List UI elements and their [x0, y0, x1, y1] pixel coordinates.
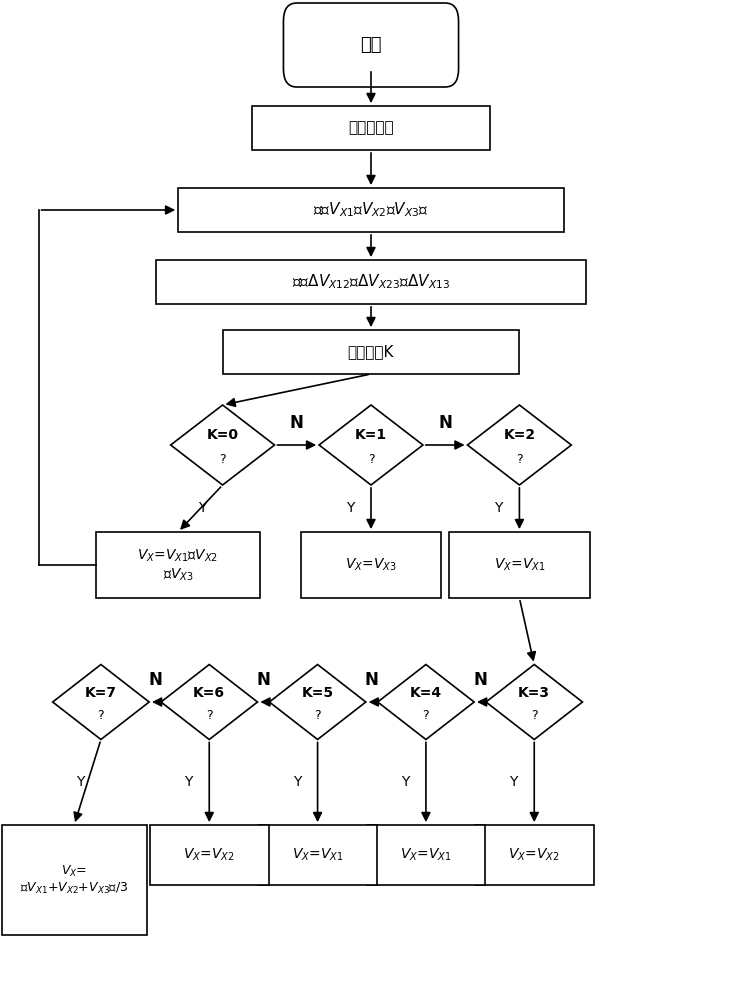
Text: 开始: 开始 [361, 36, 381, 54]
Bar [150, 825, 269, 885]
Polygon shape [171, 405, 275, 485]
Text: Y: Y [184, 775, 193, 789]
Text: $V_X$=$V_{X3}$: $V_X$=$V_{X3}$ [345, 557, 397, 573]
Bar [178, 188, 564, 232]
Text: $V_X$=$V_{X1}$: $V_X$=$V_{X1}$ [400, 847, 452, 863]
Polygon shape [467, 405, 571, 485]
Text: K=5: K=5 [301, 686, 334, 700]
Bar [301, 532, 441, 598]
Bar [258, 825, 377, 885]
Text: ?: ? [516, 453, 522, 466]
Text: $V_X$=$V_{X2}$: $V_X$=$V_{X2}$ [508, 847, 560, 863]
Bar [367, 825, 485, 885]
Bar [223, 330, 519, 374]
Bar [96, 532, 260, 598]
Text: $V_X$=$V_{X1}$、$V_{X2}$
或$V_{X3}$: $V_X$=$V_{X1}$、$V_{X2}$ 或$V_{X3}$ [137, 547, 219, 583]
Polygon shape [319, 405, 423, 485]
Text: Y: Y [76, 775, 85, 789]
Text: ?: ? [206, 709, 212, 722]
Text: ?: ? [315, 709, 321, 722]
Text: ?: ? [531, 709, 537, 722]
Text: 系统初始化: 系统初始化 [348, 120, 394, 135]
Text: $V_X$=
（$V_{X1}$+$V_{X2}$+$V_{X3}$）/3: $V_X$= （$V_{X1}$+$V_{X2}$+$V_{X3}$）/3 [20, 864, 128, 896]
Text: ?: ? [98, 709, 104, 722]
Text: Y: Y [346, 502, 355, 516]
Text: 测量$V_{X1}$、$V_{X2}$、$V_{X3}$、: 测量$V_{X1}$、$V_{X2}$、$V_{X3}$、 [313, 201, 429, 219]
Polygon shape [486, 665, 582, 740]
FancyBboxPatch shape [283, 3, 459, 87]
Text: Y: Y [401, 775, 410, 789]
Text: ?: ? [220, 453, 226, 466]
Bar [252, 106, 490, 150]
Text: K=0: K=0 [206, 428, 239, 442]
Text: N: N [148, 671, 162, 689]
Text: K=3: K=3 [518, 686, 551, 700]
Text: K=6: K=6 [193, 686, 226, 700]
Bar [156, 260, 586, 304]
Text: Y: Y [494, 502, 503, 516]
Text: ?: ? [423, 709, 429, 722]
Bar [475, 825, 594, 885]
Text: 计算$\Delta V_{X12}$、$\Delta V_{X23}$、$\Delta V_{X13}$: 计算$\Delta V_{X12}$、$\Delta V_{X23}$、$\De… [292, 273, 450, 291]
Text: $V_X$=$V_{X2}$: $V_X$=$V_{X2}$ [183, 847, 235, 863]
Polygon shape [378, 665, 474, 740]
Text: N: N [365, 671, 378, 689]
Text: ?: ? [368, 453, 374, 466]
Polygon shape [269, 665, 366, 740]
Text: K=1: K=1 [355, 428, 387, 442]
Text: 查表计算K: 查表计算K [348, 344, 394, 360]
Bar [449, 532, 590, 598]
Text: N: N [473, 671, 487, 689]
Text: Y: Y [292, 775, 301, 789]
Bar [2, 825, 146, 935]
Polygon shape [161, 665, 257, 740]
Text: N: N [257, 671, 270, 689]
Text: N: N [290, 414, 303, 432]
Polygon shape [53, 665, 149, 740]
Text: K=7: K=7 [85, 686, 117, 700]
Text: K=4: K=4 [410, 686, 442, 700]
Text: $V_X$=$V_{X1}$: $V_X$=$V_{X1}$ [292, 847, 344, 863]
Text: Y: Y [197, 502, 206, 516]
Text: N: N [439, 414, 452, 432]
Text: Y: Y [509, 775, 518, 789]
Text: K=2: K=2 [503, 428, 536, 442]
Text: $V_X$=$V_{X1}$: $V_X$=$V_{X1}$ [493, 557, 545, 573]
